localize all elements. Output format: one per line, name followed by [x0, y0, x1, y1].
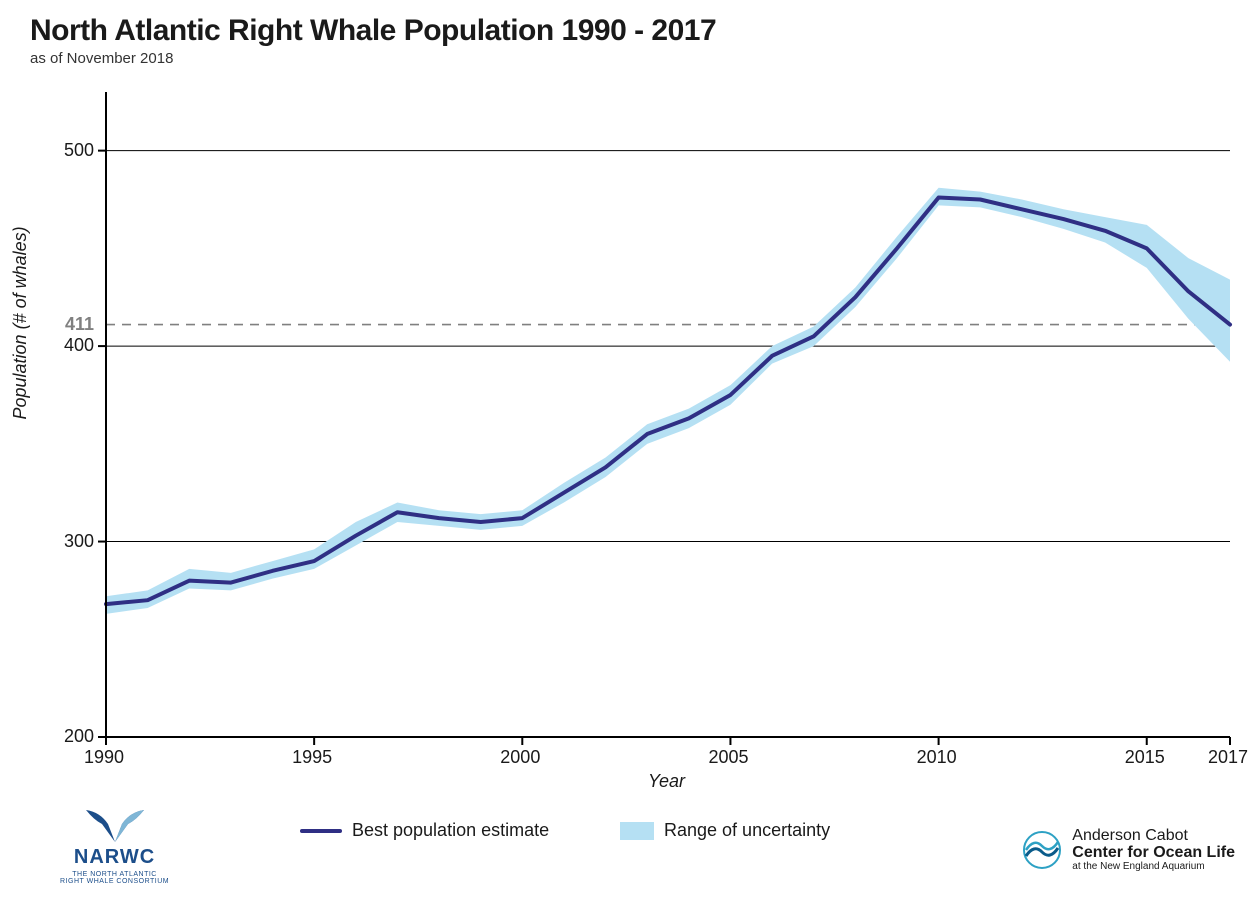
anderson-cabot-logo: Anderson Cabot Center for Ocean Life at … — [1022, 828, 1235, 872]
chart-title: North Atlantic Right Whale Population 19… — [30, 14, 716, 48]
chart-svg — [0, 0, 1255, 900]
legend-label: Best population estimate — [352, 820, 549, 841]
legend-label: Range of uncertainty — [664, 820, 830, 841]
x-axis-title: Year — [648, 771, 685, 792]
x-tick-label: 2005 — [708, 747, 748, 768]
legend-area-swatch — [620, 822, 654, 840]
reference-line-label: 411 — [44, 314, 94, 335]
narwc-subtitle: THE NORTH ATLANTIC RIGHT WHALE CONSORTIU… — [60, 871, 169, 886]
chart-container: North Atlantic Right Whale Population 19… — [0, 0, 1255, 900]
y-axis-title: Population (# of whales) — [10, 226, 31, 419]
narwc-logo: NARWC THE NORTH ATLANTIC RIGHT WHALE CON… — [60, 804, 169, 886]
legend-item: Best population estimate — [300, 820, 549, 841]
x-tick-label: 1995 — [292, 747, 332, 768]
y-tick-label: 300 — [44, 531, 94, 552]
title-block: North Atlantic Right Whale Population 19… — [30, 14, 716, 67]
x-tick-label: 2015 — [1125, 747, 1165, 768]
x-tick-label: 2000 — [500, 747, 540, 768]
y-tick-label: 200 — [44, 726, 94, 747]
wave-icon — [1022, 830, 1062, 870]
legend-line-swatch — [300, 829, 342, 833]
anderson-cabot-text: Anderson Cabot Center for Ocean Life at … — [1072, 828, 1235, 872]
chart-subtitle: as of November 2018 — [30, 50, 716, 67]
y-tick-label: 500 — [44, 140, 94, 161]
x-tick-label: 1990 — [84, 747, 124, 768]
x-tick-label: 2017 — [1208, 747, 1248, 768]
x-tick-label: 2010 — [917, 747, 957, 768]
y-tick-label: 400 — [44, 335, 94, 356]
legend-item: Range of uncertainty — [620, 820, 830, 841]
whale-tail-icon — [80, 804, 150, 844]
narwc-acronym: NARWC — [74, 846, 155, 869]
